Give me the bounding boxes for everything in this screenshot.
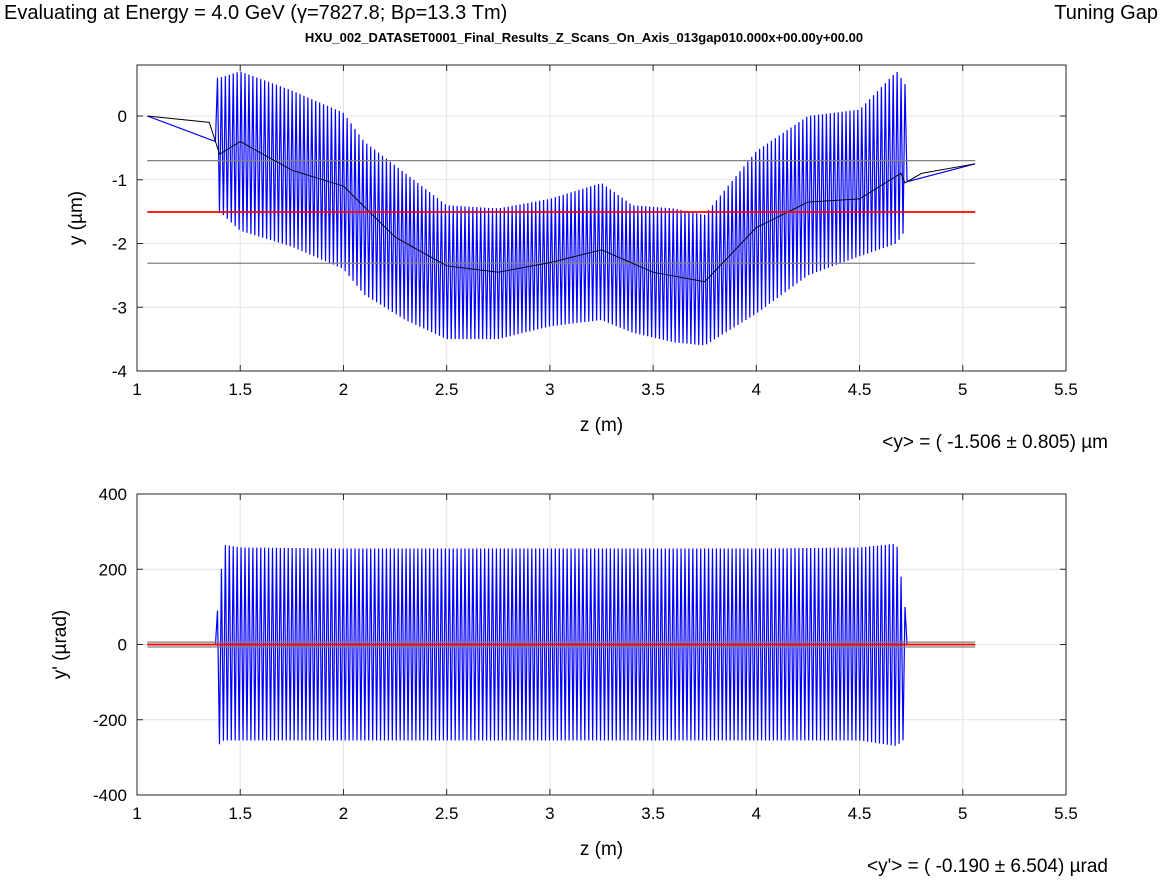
y-tick-label: -4 (112, 362, 127, 381)
x-axis-label: z (m) (580, 415, 623, 436)
x-tick-label: 2.5 (435, 380, 459, 399)
x-tick-label: 5.5 (1054, 380, 1078, 399)
x-tick-label: 5.5 (1054, 804, 1078, 823)
x-tick-label: 1 (132, 804, 141, 823)
y-axis-label: y' (µrad) (50, 610, 71, 679)
y-tick-label: -200 (93, 711, 127, 730)
figure-header-mode: Tuning Gap (1054, 2, 1158, 24)
y-tick-label: -1 (112, 171, 127, 190)
plot-area (147, 544, 976, 746)
x-tick-label: 4.5 (848, 804, 872, 823)
x-tick-label: 5 (958, 804, 967, 823)
mean-std-annotation: <y> = ( -1.506 ± 0.805) µm (882, 432, 1108, 453)
x-tick-label: 1.5 (228, 380, 252, 399)
x-tick-label: 1 (132, 380, 141, 399)
figure-header-energy: Evaluating at Energy = 4.0 GeV (γ=7827.8… (4, 2, 508, 24)
chart-1: 1 1.5 2 2.5 3 3.5 4 4.5 5 5.5 0 -1 -2 -3 -4 z (m) y (µm)… (66, 64, 1108, 453)
x-tick-label: 2 (339, 804, 348, 823)
x-tick-label: 3 (545, 380, 554, 399)
x-tick-label: 3 (545, 804, 554, 823)
trajectory-trend-line (147, 115, 976, 283)
signal-series (147, 71, 976, 346)
x-tick-label: 4 (752, 380, 761, 399)
y-tick-label: -400 (93, 786, 127, 805)
y-tick-label: 200 (99, 560, 127, 579)
y-tick-label: 400 (99, 485, 127, 504)
plot-area (147, 71, 976, 346)
y-tick-label: 0 (118, 107, 127, 126)
y-tick-label: -3 (112, 298, 127, 317)
figure-subtitle-dataset: HXU_002_DATASET0001_Final_Results_Z_Scan… (304, 30, 864, 45)
x-tick-label: 5 (958, 380, 967, 399)
x-tick-label: 4.5 (848, 380, 872, 399)
y-axis-label: y (µm) (66, 191, 87, 245)
x-tick-label: 2 (339, 380, 348, 399)
x-axis-label: z (m) (580, 839, 623, 860)
signal-series (147, 544, 976, 746)
x-tick-label: 3.5 (641, 380, 665, 399)
axes-frame (136, 64, 1067, 372)
x-tick-label: 3.5 (641, 804, 665, 823)
y-tick-label: 0 (118, 636, 127, 655)
x-tick-label: 2.5 (435, 804, 459, 823)
x-tick-label: 1.5 (228, 804, 252, 823)
y-tick-label: -2 (112, 235, 127, 254)
x-tick-label: 4 (752, 804, 761, 823)
chart-2: 1 1.5 2 2.5 3 3.5 4 4.5 5 5.5 400 200 0 -200 -400 z (m)… (50, 485, 1108, 877)
mean-std-annotation: <y'> = ( -0.190 ± 6.504) µrad (867, 856, 1108, 877)
